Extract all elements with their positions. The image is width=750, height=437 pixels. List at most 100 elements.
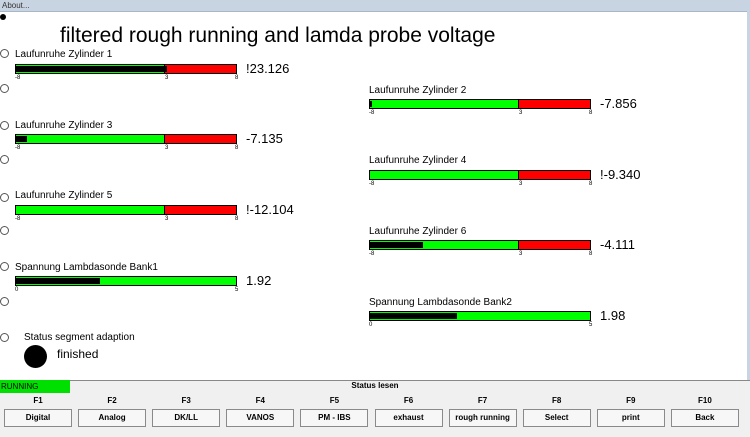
fkey-button-f1[interactable]: Digital (4, 409, 72, 427)
gauge-tick-min: 0 (369, 322, 373, 328)
fkey-button-f10[interactable]: Back (670, 409, 739, 427)
gauge-tick-min: -8 (15, 145, 21, 151)
gauge-tick-max: 5 (589, 322, 593, 328)
gauge-value: !23.126 (246, 61, 290, 76)
status-segment-label: Status segment adaption (24, 332, 135, 343)
gauge-tick-max: 8 (589, 251, 593, 257)
gauge-bar-fill (16, 66, 167, 72)
gauge-bar-fill (16, 136, 28, 142)
fkey-label-f10: F10 (697, 396, 712, 405)
gauge-bar-green (16, 206, 165, 214)
gauge-bar-green (370, 312, 590, 320)
gauge-tick-mid: 3 (519, 181, 523, 187)
fkey-label-f9: F9 (626, 396, 636, 405)
gauge-label: Laufunruhe Zylinder 1 (15, 49, 113, 60)
gauge-tick-max: 5 (235, 287, 239, 293)
gauge-bar-red (518, 241, 590, 249)
gauge-tick-min: -8 (15, 216, 21, 222)
gauge-tick-min: -8 (15, 75, 21, 81)
gauge-tick-min: -8 (369, 110, 375, 116)
gauge-bar (15, 64, 237, 74)
status-radio[interactable] (0, 333, 9, 342)
gauge-label: Laufunruhe Zylinder 2 (369, 85, 467, 96)
title-bar: About... (0, 0, 750, 12)
gauge-bar-fill (370, 242, 424, 248)
gauge-bar-red (164, 65, 236, 73)
gauge-radio[interactable] (0, 262, 9, 271)
fkey-label-f2: F2 (107, 396, 117, 405)
fkey-button-f3[interactable]: DK/LL (152, 409, 221, 427)
gauge-bar (369, 311, 591, 321)
gauge-bar-green (370, 171, 519, 179)
gauge-label: Spannung Lambdasonde Bank2 (369, 297, 512, 308)
fkey-button-f5[interactable]: PM - IBS (300, 409, 369, 427)
gauge-bar-red (164, 206, 236, 214)
gauge-value: !-12.104 (246, 202, 294, 217)
gauge-radio[interactable] (0, 49, 9, 58)
gauge-tick-min: 0 (15, 287, 19, 293)
fkey-button-f8[interactable]: Select (522, 409, 591, 427)
status-text: Status lesen (351, 381, 399, 390)
gauge-bar-fill (16, 278, 101, 284)
gauge-radio[interactable] (0, 121, 9, 130)
about-menu[interactable]: About... (2, 1, 30, 10)
gauge-value: 1.98 (600, 308, 626, 323)
gauge-label: Laufunruhe Zylinder 6 (369, 226, 467, 237)
gauge-bar-green (16, 135, 165, 143)
gauge-value: -4.111 (600, 237, 635, 252)
fkey-label-f4: F4 (255, 396, 265, 405)
gauge-bar (369, 99, 591, 109)
gauge-value: 1.92 (246, 273, 272, 288)
gauge-radio[interactable] (0, 193, 9, 202)
gauge-label: Laufunruhe Zylinder 3 (15, 120, 113, 131)
gauge-value: -7.135 (246, 131, 283, 146)
fkey-button-f6[interactable]: exhaust (374, 409, 443, 427)
gauge-value: !-9.340 (600, 167, 641, 182)
fkey-label-f7: F7 (477, 396, 488, 405)
gauge-tick-max: 8 (235, 216, 239, 222)
gauge-tick-max: 8 (589, 110, 593, 116)
gauge-bar (15, 134, 237, 144)
gauge-bar (369, 240, 591, 250)
gauge-tick-min: -8 (369, 251, 375, 257)
gauge-bar-red (518, 100, 590, 108)
fkey-label-f5: F5 (329, 396, 340, 405)
gauge-label: Laufunruhe Zylinder 5 (15, 190, 113, 201)
fkey-label-f1: F1 (33, 396, 43, 405)
gauge-tick-min: -8 (369, 181, 375, 187)
fkey-button-f7[interactable]: rough running (448, 409, 517, 427)
function-key-bar (0, 380, 750, 437)
gauge-tick-max: 8 (235, 145, 239, 151)
gauge-radio[interactable] (0, 297, 9, 306)
gauge-bar-red (518, 171, 590, 179)
running-indicator: RUNNING (0, 380, 70, 393)
gauge-bar-fill (370, 101, 373, 107)
gauge-tick-mid: 3 (165, 145, 169, 151)
gauge-tick-max: 8 (235, 75, 239, 81)
gauge-bar (15, 205, 237, 215)
gauge-label: Laufunruhe Zylinder 4 (369, 155, 467, 166)
gauge-radio[interactable] (0, 226, 9, 235)
gauge-radio[interactable] (0, 155, 9, 164)
gauge-bar (369, 170, 591, 180)
gauge-bar-green (370, 100, 519, 108)
indicator-dot (0, 14, 6, 20)
gauge-label: Spannung Lambdasonde Bank1 (15, 262, 158, 273)
gauge-bar-green (16, 277, 236, 285)
gauge-bar-red (164, 135, 236, 143)
gauge-tick-max: 8 (589, 181, 593, 187)
gauge-bar-fill (370, 313, 457, 319)
gauge-radio[interactable] (0, 84, 9, 93)
fkey-button-f4[interactable]: VANOS (226, 409, 295, 427)
fkey-button-f9[interactable]: print (596, 409, 665, 427)
gauge-bar-green (370, 241, 519, 249)
gauge-tick-mid: 3 (519, 251, 523, 257)
window-edge (747, 11, 750, 381)
gauge-tick-mid: 3 (519, 110, 523, 116)
page-title: filtered rough running and lamda probe v… (60, 24, 496, 47)
status-led-icon (24, 345, 47, 368)
gauge-tick-mid: 3 (165, 75, 169, 81)
fkey-button-f2[interactable]: Analog (78, 409, 147, 427)
fkey-label-f3: F3 (181, 396, 191, 405)
fkey-label-f6: F6 (403, 396, 414, 405)
